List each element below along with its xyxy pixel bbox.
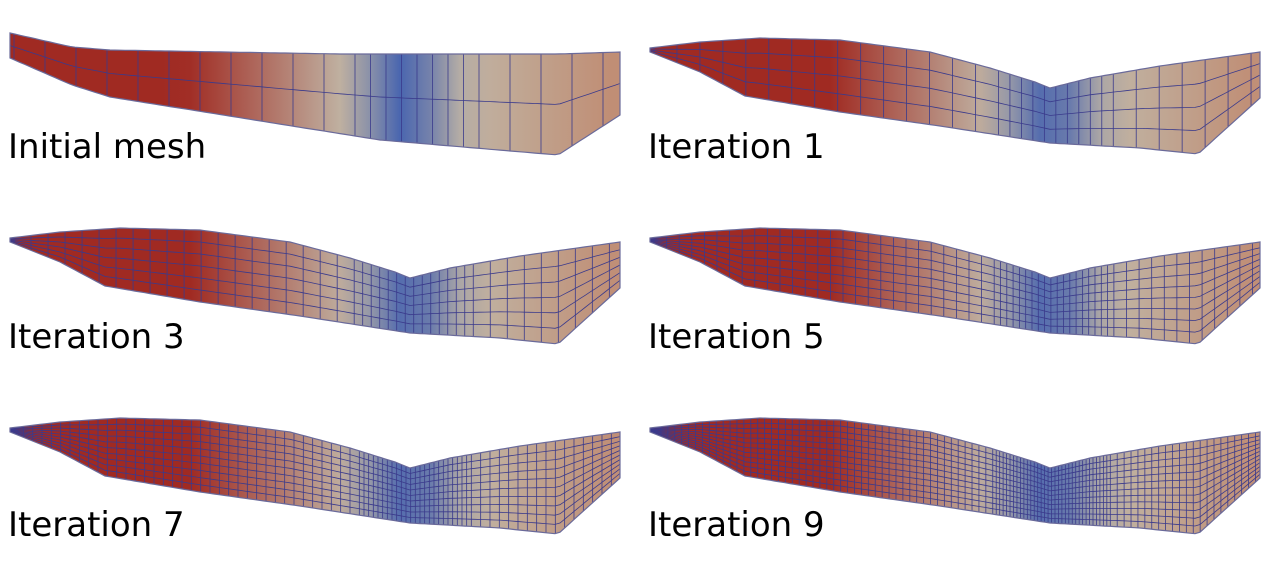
mesh-surface xyxy=(10,228,620,344)
mesh-outline xyxy=(649,37,1261,155)
mesh-surface xyxy=(10,33,620,155)
mesh-surface xyxy=(650,38,1260,154)
panel-label-iteration-5: Iteration 5 xyxy=(648,317,825,357)
mesh-grid xyxy=(10,33,620,155)
mesh-outline xyxy=(9,227,621,345)
mesh-grid xyxy=(10,418,620,534)
mesh-panel-6 xyxy=(649,417,1261,535)
mesh-outline xyxy=(9,32,621,156)
panel-label-initial-mesh: Initial mesh xyxy=(8,127,207,167)
mesh-grid xyxy=(650,228,1260,344)
panel-label-iteration-9: Iteration 9 xyxy=(648,505,825,545)
panel-label-iteration-1: Iteration 1 xyxy=(648,127,825,167)
mesh-outline xyxy=(9,417,621,535)
panel-label-iteration-3: Iteration 3 xyxy=(8,317,185,357)
mesh-grid xyxy=(10,228,620,344)
mesh-panel-3 xyxy=(9,227,621,345)
mesh-panel-5 xyxy=(9,417,621,535)
panel-label-iteration-7: Iteration 7 xyxy=(8,505,185,545)
mesh-panel-4 xyxy=(649,227,1261,345)
mesh-panel-2 xyxy=(649,37,1261,155)
mesh-grid xyxy=(650,38,1260,154)
mesh-grid xyxy=(650,418,1260,534)
mesh-panel-1 xyxy=(9,32,621,156)
mesh-outline xyxy=(649,417,1261,535)
mesh-outline xyxy=(649,227,1261,345)
